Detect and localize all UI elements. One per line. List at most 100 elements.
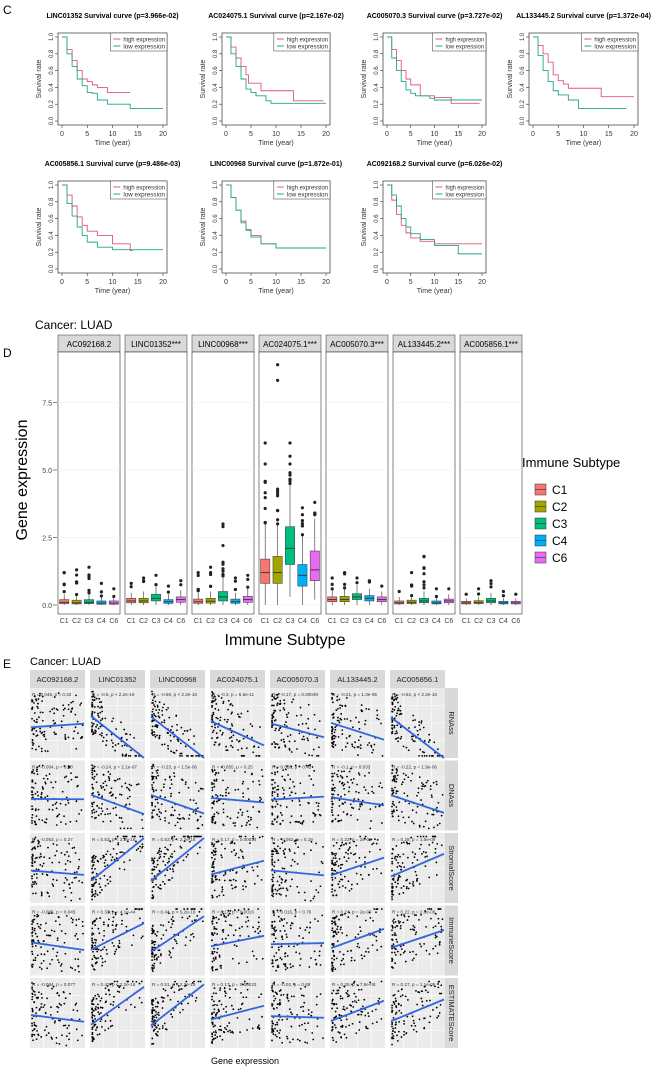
scatter-point: [214, 876, 217, 879]
scatter-point: [336, 695, 339, 698]
facet-label: AC005070.3***: [330, 340, 384, 349]
scatter-point: [407, 776, 410, 779]
scatter-point: [95, 781, 98, 784]
scatter-point: [314, 918, 316, 920]
scatter-point: [44, 738, 47, 741]
box-C2: [339, 596, 350, 603]
scatter-point: [298, 765, 301, 768]
correlation-annotation: R = -0.52, p < 2.2e-16: [392, 692, 437, 697]
scatter-point: [211, 950, 214, 953]
scatter-point: [114, 950, 117, 953]
scatter-point: [214, 956, 217, 959]
scatter-point: [341, 841, 344, 844]
scatter-point: [410, 735, 413, 738]
facet: AC024075.1***C1 C2 C3 C4 C6: [258, 334, 322, 625]
scatter-point: [230, 744, 232, 747]
scatter-point: [310, 957, 312, 960]
scatter-point: [211, 1013, 213, 1015]
scatter-point: [104, 987, 107, 990]
scatter-point: [138, 982, 141, 985]
scatter-point: [91, 937, 93, 940]
scatter-point: [48, 895, 51, 898]
scatter-point: [315, 1003, 318, 1006]
facet: LINC01352***C1 C2 C3 C4 C6: [124, 334, 188, 625]
scatter-point: [39, 863, 42, 866]
y-tick-label: 1.0: [374, 180, 380, 189]
regression-line: [330, 721, 385, 741]
scatter-point: [333, 772, 336, 775]
scatter-point: [397, 701, 399, 704]
scatter-point: [33, 1028, 36, 1031]
scatter-point: [271, 724, 273, 727]
scatter-point: [331, 800, 333, 803]
outlier-point: [276, 494, 280, 498]
y-tick-label: 0.4: [49, 231, 55, 240]
scatter-point: [337, 719, 340, 722]
scatter-point: [343, 793, 346, 796]
scatter-point: [171, 836, 174, 838]
box-C3: [285, 526, 295, 565]
scatter-point: [155, 777, 158, 780]
scatter-point: [340, 1019, 343, 1022]
outlier-point: [343, 586, 347, 590]
scatter-point: [31, 1022, 33, 1025]
scatter-point: [346, 950, 349, 953]
scatter-point: [92, 950, 94, 953]
regression-line: [210, 859, 265, 876]
scatter-point: [156, 863, 159, 866]
scatter-point: [74, 852, 77, 854]
scatter-point: [436, 748, 439, 751]
scatter-point: [233, 944, 236, 947]
scatter-point: [336, 699, 339, 702]
scatter-point: [177, 985, 180, 987]
outlier-point: [246, 585, 250, 589]
scatter-point: [239, 808, 242, 811]
scatter-point: [412, 740, 415, 742]
scatter-point: [137, 847, 140, 850]
scatter-point: [78, 812, 80, 815]
scatter-point: [92, 792, 95, 794]
scatter-point: [43, 1004, 46, 1006]
scatter-point: [33, 927, 36, 930]
scatter-point: [170, 1013, 173, 1016]
scatter-point: [212, 1004, 214, 1007]
row-label: ImmuneScore: [447, 917, 456, 964]
scatter-point: [126, 786, 128, 789]
scatter-point: [319, 885, 322, 888]
scatter-point: [62, 704, 65, 707]
scatter-point: [169, 868, 172, 870]
scatter-point: [245, 824, 248, 827]
scatter-point: [79, 704, 82, 706]
scatter-point: [284, 968, 287, 971]
scatter-point: [51, 987, 53, 990]
y-tick-label: 0.0: [42, 603, 52, 610]
scatter-point: [391, 966, 393, 968]
scatter-point: [81, 920, 84, 923]
scatter-point: [272, 892, 275, 895]
scatter-point: [391, 860, 394, 863]
scatter-point: [171, 986, 174, 988]
scatter-point: [240, 712, 243, 715]
survival-plot: AC024075.1 Survival curve (p=2.167e-02)0…: [200, 13, 344, 147]
scatter-point: [408, 727, 410, 729]
scatter-point: [40, 993, 43, 995]
scatter-point: [108, 792, 111, 795]
scatter-point: [93, 861, 96, 864]
scatter-point: [212, 802, 215, 805]
scatter-point: [170, 750, 173, 753]
scatter-point: [332, 783, 335, 786]
scatter-point: [308, 931, 311, 934]
scatter-point: [152, 941, 155, 944]
scatter-point: [155, 878, 157, 880]
scatter-point: [394, 934, 397, 937]
scatter-point: [342, 784, 345, 787]
scatter-point: [391, 802, 394, 805]
scatter-point: [285, 721, 287, 723]
scatter-point: [156, 734, 158, 737]
scatter-point: [331, 967, 333, 970]
scatter-point: [126, 797, 129, 800]
scatter-cell: R = -0.52, p < 2.2e-16: [390, 688, 445, 759]
scatter-point: [102, 774, 105, 776]
scatter-point: [121, 821, 124, 823]
legend-box: [110, 32, 168, 52]
